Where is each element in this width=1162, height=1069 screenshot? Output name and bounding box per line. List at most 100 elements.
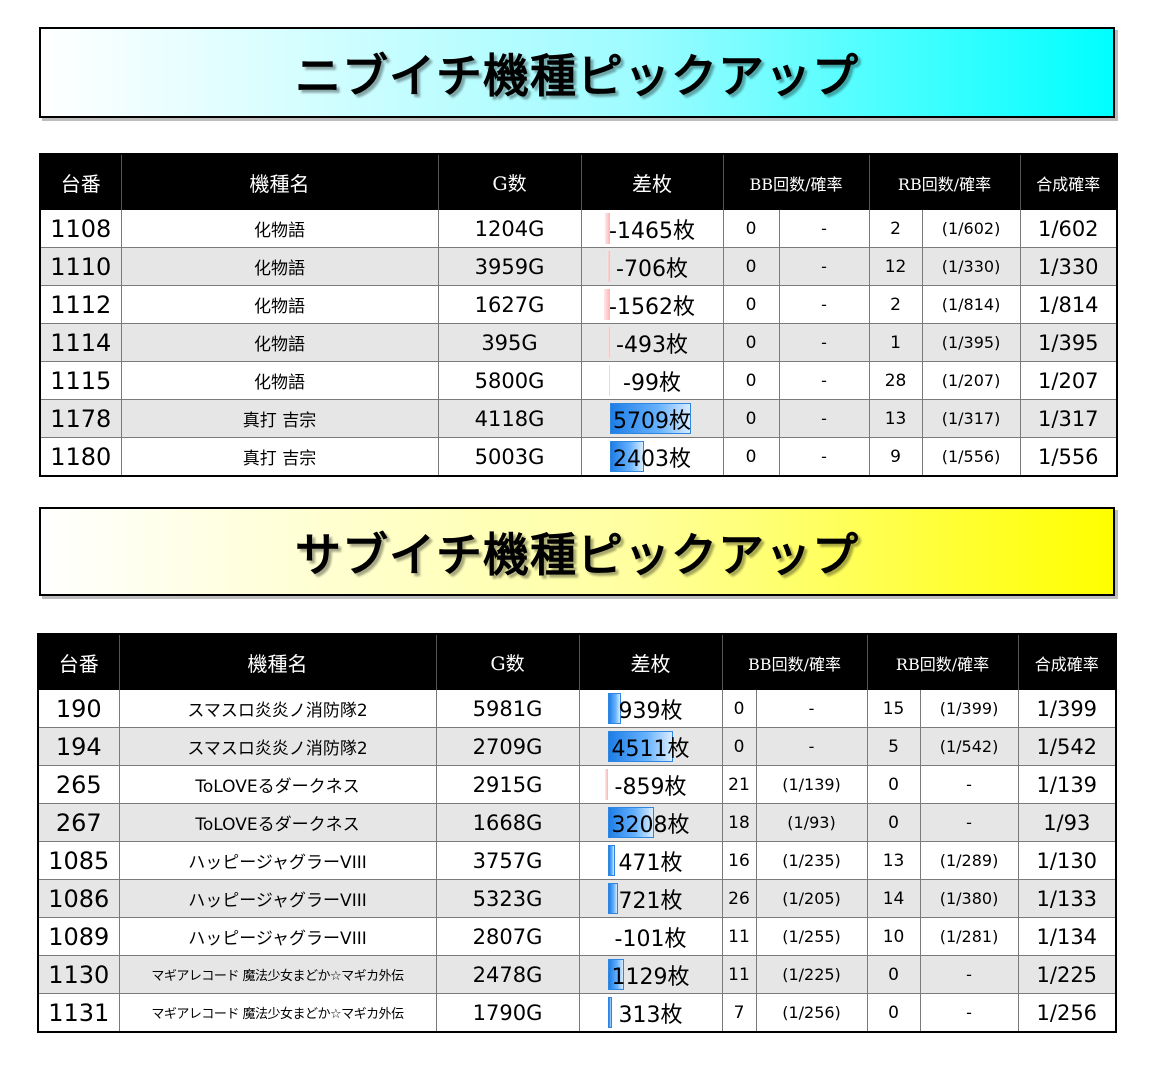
header-total-rate: 合成確率 <box>1020 154 1118 210</box>
machine-name: 化物語 <box>121 285 439 324</box>
total-rate: 1/556 <box>1020 437 1118 477</box>
bb-count: 0 <box>723 323 780 362</box>
diff-coins: 471枚 <box>618 850 683 876</box>
header-bb: BB回数/確率 <box>723 154 870 210</box>
diff-cell: -1465枚 <box>581 210 724 248</box>
rb-rate: (1/317) <box>922 399 1021 438</box>
bb-rate: (1/256) <box>756 993 868 1033</box>
machine-name: ハッピージャグラーVIII <box>119 879 437 918</box>
rb-count: 2 <box>869 285 923 324</box>
diff-coins: -101枚 <box>614 926 687 952</box>
table-row: 1131 マギアレコード 魔法少女まどか☆マギカ外伝 1790G 313枚 7 (1/25… <box>38 993 1117 1033</box>
games-count: 2478G <box>436 955 580 994</box>
table-row: 1180 真打 吉宗 5003G 2403枚 0-9 (1/556) 1/556 <box>40 437 1118 477</box>
total-rate: 1/602 <box>1020 210 1118 248</box>
table-row: 190 スマスロ炎炎ノ消防隊2 5981G 939枚 0-15 (1/399) 1/399 <box>38 690 1117 728</box>
bb-rate: - <box>779 210 870 248</box>
diff-bar <box>609 403 692 434</box>
machine-number: 1112 <box>40 285 122 324</box>
rb-count: 0 <box>867 803 921 842</box>
games-count: 5800G <box>438 361 582 400</box>
games-count: 5981G <box>436 690 580 728</box>
table-row: 1112 化物語 1627G -1562枚 0-2 (1/814) 1/814 <box>40 285 1118 324</box>
section2-title: サブイチ機種ピックアップ <box>295 527 859 582</box>
rb-count: 14 <box>867 879 921 918</box>
diff-coins: -859枚 <box>614 774 687 800</box>
total-rate: 1/330 <box>1020 247 1118 286</box>
games-count: 1790G <box>436 993 580 1033</box>
total-rate: 1/134 <box>1018 917 1117 956</box>
machine-name: ToLOVEるダークネス <box>119 765 437 804</box>
machine-name: 化物語 <box>121 210 439 248</box>
header-diff: 差枚 <box>579 634 723 690</box>
diff-coins: 3208枚 <box>611 812 690 838</box>
games-count: 5003G <box>438 437 582 477</box>
section2-table: 台番 機種名 G数 差枚 BB回数/確率 RB回数/確率 合成確率 190 スマス… <box>37 633 1118 1033</box>
table-row: 1115 化物語 5800G -99枚 0-28 (1/207) 1/207 <box>40 361 1118 400</box>
rb-count: 13 <box>869 399 923 438</box>
diff-coins: 4511枚 <box>611 736 690 762</box>
table-header-row: 台番 機種名 G数 差枚 BB回数/確率 RB回数/確率 合成確率 <box>40 154 1118 210</box>
machine-number: 1108 <box>40 210 122 248</box>
rb-rate: (1/542) <box>920 727 1019 766</box>
header-total-rate: 合成確率 <box>1018 634 1117 690</box>
diff-coins: 5709枚 <box>613 408 691 434</box>
diff-bar <box>607 807 655 838</box>
bb-rate: - <box>779 361 870 400</box>
machine-number: 1110 <box>40 247 122 286</box>
diff-cell: 2403枚 <box>581 437 724 477</box>
table-row: 1178 真打 吉宗 4118G 5709枚 0-13 (1/317) 1/317 <box>40 399 1118 438</box>
rb-rate: (1/602) <box>922 210 1021 248</box>
diff-cell: 939枚 <box>579 690 723 728</box>
games-count: 4118G <box>438 399 582 438</box>
rb-rate: (1/289) <box>920 841 1019 880</box>
rb-rate: (1/330) <box>922 247 1021 286</box>
machine-number: 1178 <box>40 399 122 438</box>
header-games: G数 <box>438 154 582 210</box>
table-row: 265 ToLOVEるダークネス 2915G -859枚 21 (1/139) 0-1/13… <box>38 765 1117 804</box>
bb-count: 16 <box>722 841 757 880</box>
rb-count: 28 <box>869 361 923 400</box>
total-rate: 1/133 <box>1018 879 1117 918</box>
rb-count: 13 <box>867 841 921 880</box>
section1-title: ニブイチ機種ピックアップ <box>295 48 859 103</box>
diff-coins: -1562枚 <box>609 294 695 320</box>
machine-number: 1086 <box>38 879 120 918</box>
rb-count: 5 <box>867 727 921 766</box>
bb-count: 0 <box>723 361 780 400</box>
header-rb: RB回数/確率 <box>869 154 1021 210</box>
rb-rate: (1/281) <box>920 917 1019 956</box>
bb-rate: - <box>779 323 870 362</box>
bb-count: 0 <box>723 285 780 324</box>
header-machine-no: 台番 <box>38 634 120 690</box>
games-count: 1668G <box>436 803 580 842</box>
diff-coins: -99枚 <box>623 370 681 396</box>
bb-count: 18 <box>722 803 757 842</box>
table-row: 1085 ハッピージャグラーVIII 3757G 471枚 16 (1/235) 13 (1/… <box>38 841 1117 880</box>
total-rate: 1/139 <box>1018 765 1117 804</box>
machine-number: 1085 <box>38 841 120 880</box>
machine-number: 1114 <box>40 323 122 362</box>
games-count: 2807G <box>436 917 580 956</box>
rb-rate: (1/380) <box>920 879 1019 918</box>
bb-rate: - <box>756 690 868 728</box>
games-count: 1204G <box>438 210 582 248</box>
header-rb: RB回数/確率 <box>867 634 1019 690</box>
machine-number: 1130 <box>38 955 120 994</box>
diff-cell: 471枚 <box>579 841 723 880</box>
diff-bar <box>604 769 608 800</box>
diff-bar <box>607 731 673 762</box>
bb-count: 11 <box>722 955 757 994</box>
bb-count: 0 <box>723 210 780 248</box>
diff-cell: -493枚 <box>581 323 724 362</box>
machine-name: 化物語 <box>121 323 439 362</box>
diff-bar <box>604 289 610 320</box>
bb-rate: (1/205) <box>756 879 868 918</box>
table-row: 1130 マギアレコード 魔法少女まどか☆マギカ外伝 2478G 1129枚 11 (1/… <box>38 955 1117 994</box>
rb-rate: (1/207) <box>922 361 1021 400</box>
machine-name: ハッピージャグラーVIII <box>119 917 437 956</box>
diff-coins: 1129枚 <box>611 964 690 990</box>
diff-coins: -1465枚 <box>609 218 695 244</box>
bb-rate: (1/139) <box>756 765 868 804</box>
total-rate: 1/207 <box>1020 361 1118 400</box>
